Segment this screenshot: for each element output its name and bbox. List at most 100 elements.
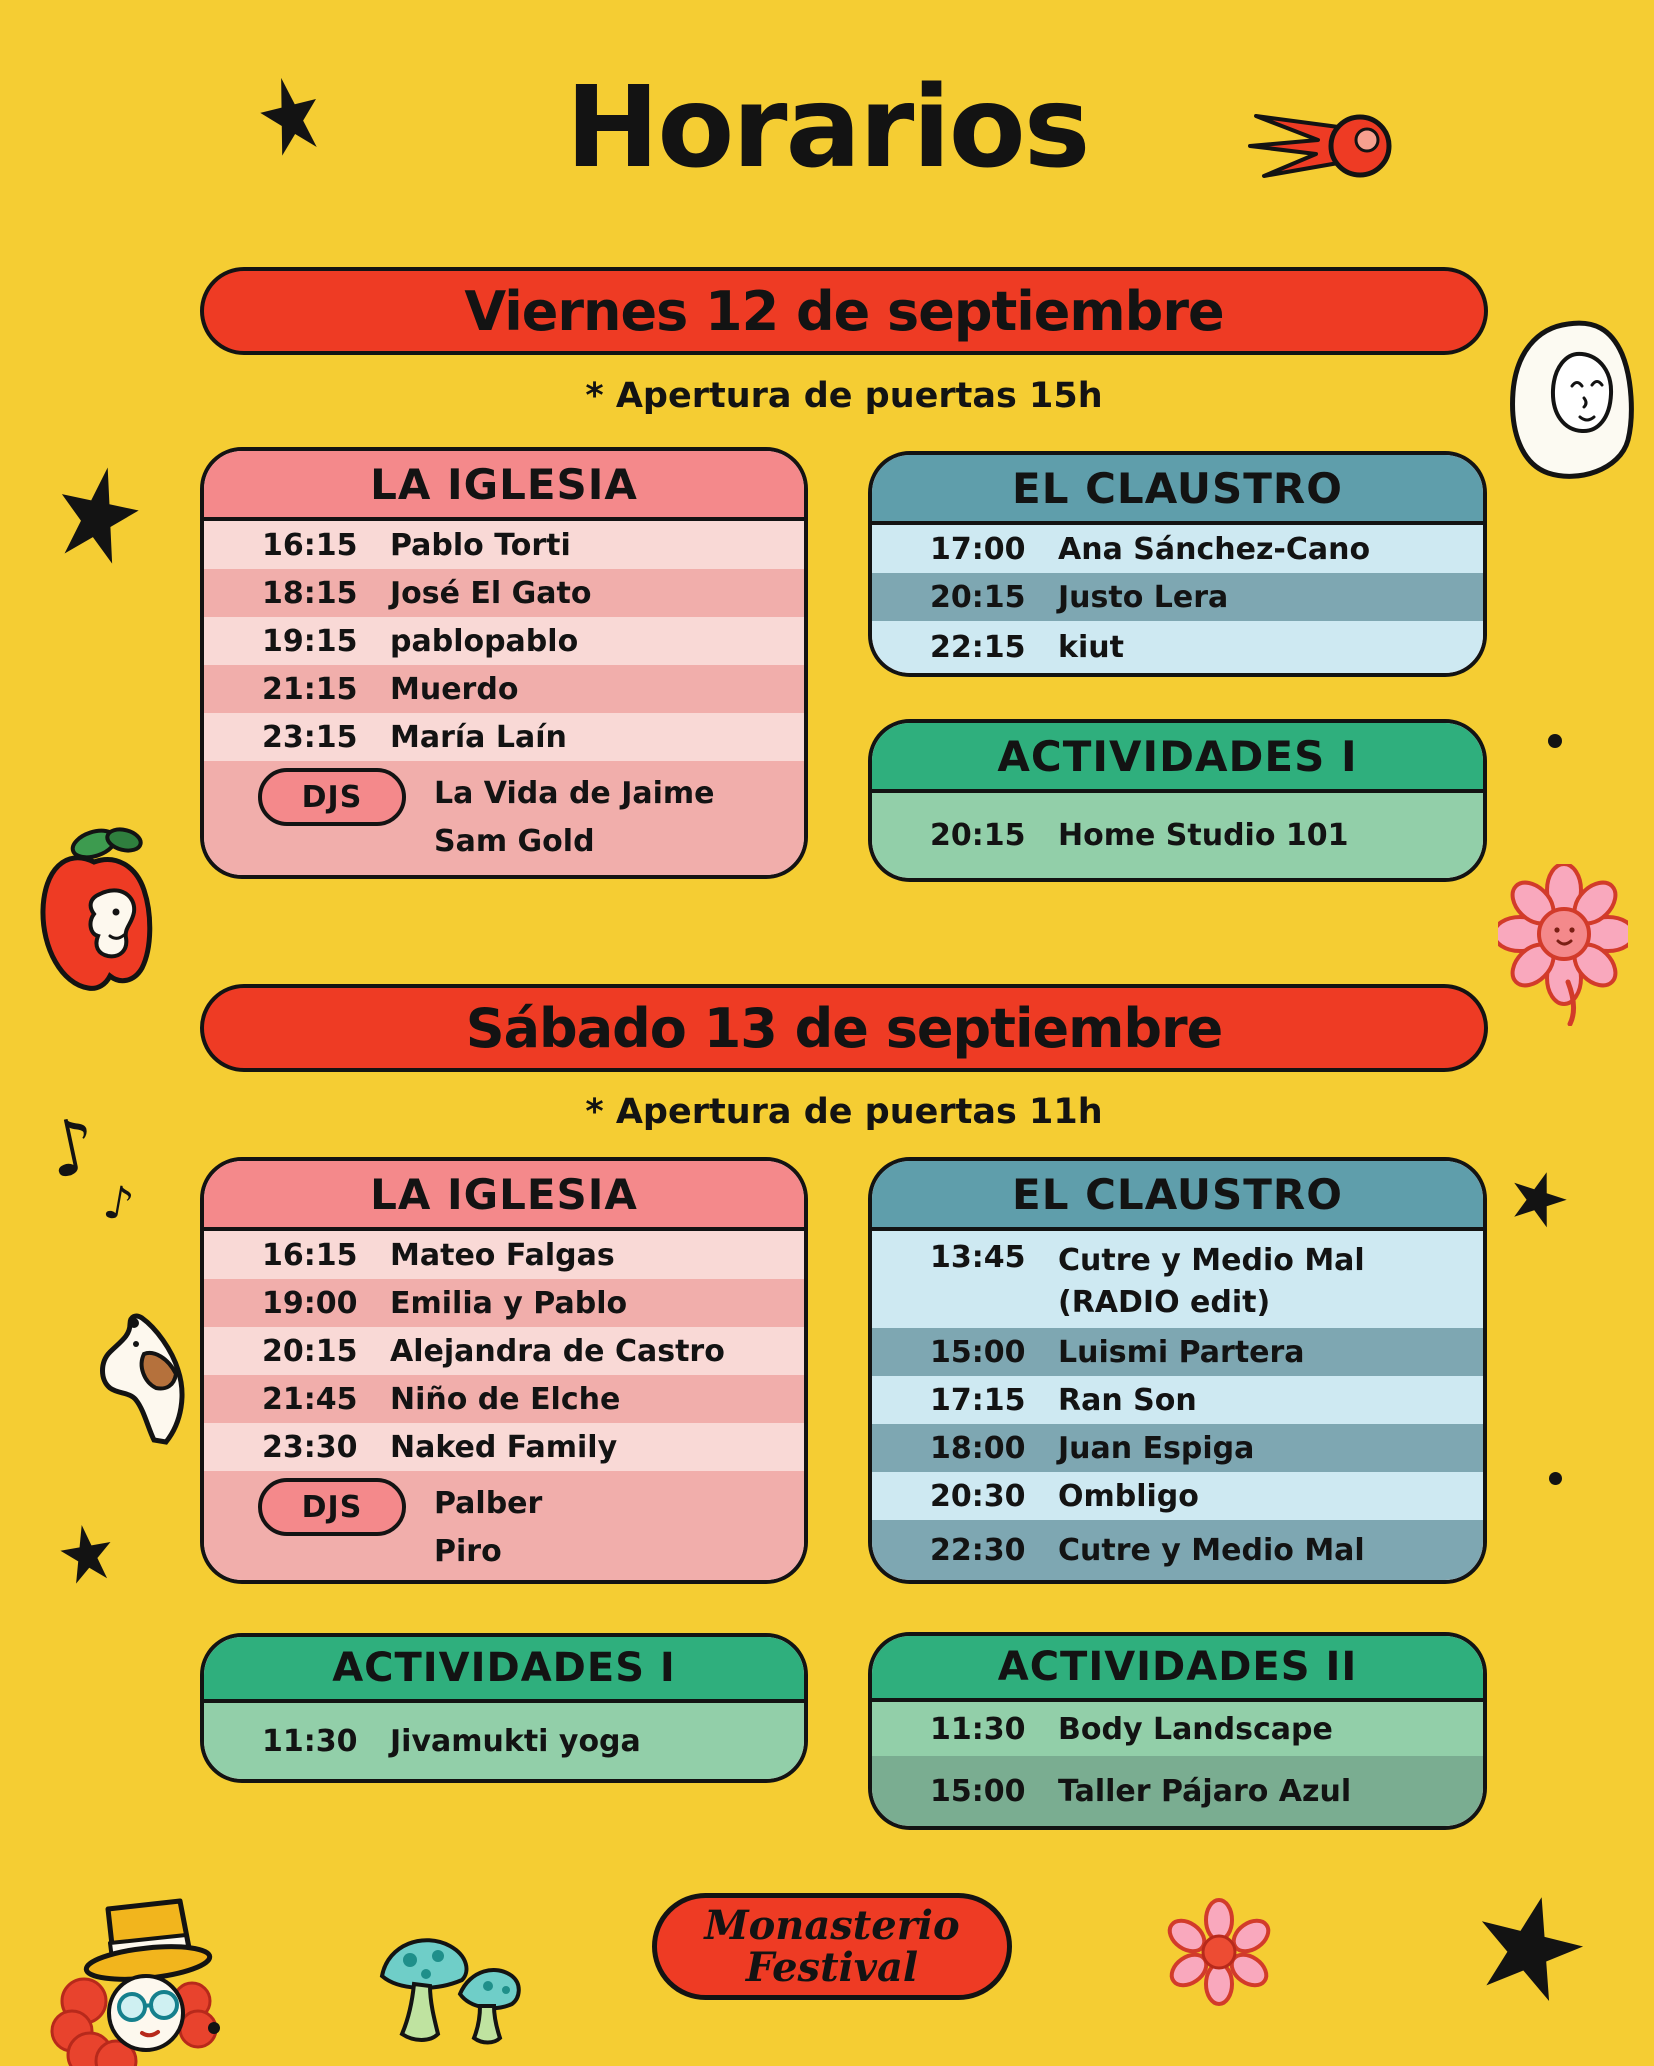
artist-name: Cutre y Medio Mal (RADIO edit) — [1058, 1240, 1365, 1324]
time-label: 17:00 — [930, 531, 1026, 567]
schedule-row: 11:30 Body Landscape — [872, 1702, 1483, 1756]
time-label: 23:30 — [262, 1429, 358, 1465]
small-star-icon: ★ — [49, 1505, 125, 1605]
djs-badge: DJS — [258, 1478, 406, 1536]
apple-face-icon — [36, 818, 156, 1002]
activity-name: Home Studio 101 — [1058, 818, 1349, 853]
artist-name: Justo Lera — [1058, 579, 1229, 615]
time-label: 11:30 — [262, 1723, 358, 1759]
venue-card-actividades-1-saturday: ACTIVIDADES I 11:30 Jivamukti yoga — [200, 1633, 808, 1783]
time-label: 20:30 — [930, 1478, 1026, 1514]
schedule-row: 17:15 Ran Son — [872, 1376, 1483, 1424]
schedule-rows: 16:15 Pablo Torti 18:15 José El Gato 19:… — [204, 521, 804, 875]
venue-name: ACTIVIDADES I — [997, 731, 1358, 781]
schedule-row: 20:15 Justo Lera — [872, 573, 1483, 621]
schedule-rows: 17:00 Ana Sánchez-Cano 20:15 Justo Lera … — [872, 525, 1483, 673]
schedule-row: 18:00 Juan Espiga — [872, 1424, 1483, 1472]
schedule-row: 16:15 Mateo Falgas — [204, 1231, 804, 1279]
activity-name: Body Landscape — [1058, 1711, 1333, 1747]
artist-name: Sam Gold — [434, 824, 595, 859]
artist-name: María Laín — [390, 719, 567, 755]
schedule-row: 17:00 Ana Sánchez-Cano — [872, 525, 1483, 573]
artist-name: Ran Son — [1058, 1382, 1197, 1418]
schedule-rows: 11:30 Body Landscape 15:00 Taller Pájaro… — [872, 1702, 1483, 1826]
time-label: 11:30 — [930, 1711, 1026, 1747]
time-label: 17:15 — [930, 1382, 1026, 1418]
mushrooms-icon — [368, 1918, 526, 2052]
dot-icon — [208, 2022, 220, 2034]
dog-icon — [92, 1310, 200, 1452]
artist-name: Cutre y Medio Mal — [1058, 1532, 1365, 1568]
artist-name: La Vida de Jaime — [434, 776, 715, 811]
artist-name: Emilia y Pablo — [390, 1285, 628, 1321]
schedule-rows: 20:15 Home Studio 101 — [872, 793, 1483, 878]
artist-name: kiut — [1058, 629, 1124, 665]
time-label: 15:00 — [930, 1773, 1026, 1809]
schedule-row: 21:45 Niño de Elche — [204, 1375, 804, 1423]
day-banner-saturday: Sábado 13 de septiembre — [200, 984, 1488, 1072]
time-label: 19:00 — [262, 1285, 358, 1321]
venue-card-actividades-2-saturday: ACTIVIDADES II 11:30 Body Landscape 15:0… — [868, 1632, 1487, 1830]
black-star-icon: ★ — [37, 433, 158, 598]
venue-name: EL CLAUSTRO — [1012, 463, 1343, 513]
schedule-row: 16:15 Pablo Torti — [204, 521, 804, 569]
activity-name: Taller Pájaro Azul — [1058, 1773, 1352, 1809]
festival-logo-line2: Festival — [745, 1943, 919, 1991]
artist-name: Mateo Falgas — [390, 1237, 615, 1273]
time-label: 18:00 — [930, 1430, 1026, 1466]
venue-header: LA IGLESIA — [204, 1161, 804, 1231]
schedule-row: 20:30 Ombligo — [872, 1472, 1483, 1520]
venue-name: EL CLAUSTRO — [1012, 1169, 1343, 1219]
comet-icon — [1246, 104, 1398, 194]
doors-note-friday: * Apertura de puertas 15h — [585, 376, 1103, 416]
djs-badge: DJS — [258, 768, 406, 826]
schedule-row: 15:00 Taller Pájaro Azul — [872, 1756, 1483, 1826]
djs-row: DJS Palber Piro — [204, 1471, 804, 1580]
venue-header: LA IGLESIA — [204, 451, 804, 521]
venue-card-el-claustro-saturday: EL CLAUSTRO 13:45 Cutre y Medio Mal (RAD… — [868, 1157, 1487, 1584]
artist-name: Pablo Torti — [390, 527, 571, 563]
day-banner-friday: Viernes 12 de septiembre — [200, 267, 1488, 355]
time-label: 22:15 — [930, 629, 1026, 665]
character-hat-icon — [46, 1893, 224, 2066]
schedule-row: 11:30 Jivamukti yoga — [204, 1703, 804, 1779]
nun-face-icon — [1502, 316, 1640, 488]
djs-artists: Palber Piro — [434, 1480, 542, 1576]
artist-name: Alejandra de Castro — [390, 1333, 725, 1369]
small-star-icon: ★ — [1494, 1148, 1582, 1248]
artist-name: José El Gato — [390, 575, 592, 611]
venue-name: LA IGLESIA — [370, 1169, 638, 1219]
artist-name: Niño de Elche — [390, 1381, 621, 1417]
venue-name: ACTIVIDADES I — [332, 1645, 676, 1691]
time-label: 16:15 — [262, 1237, 358, 1273]
venue-name: ACTIVIDADES II — [997, 1644, 1358, 1690]
schedule-row: 22:30 Cutre y Medio Mal — [872, 1520, 1483, 1580]
schedule-row: 20:15 Alejandra de Castro — [204, 1327, 804, 1375]
activity-name: Jivamukti yoga — [390, 1723, 641, 1759]
schedule-row: 19:00 Emilia y Pablo — [204, 1279, 804, 1327]
schedule-row: 23:15 María Laín — [204, 713, 804, 761]
doors-note-saturday: * Apertura de puertas 11h — [585, 1092, 1103, 1132]
dot-icon — [1548, 734, 1562, 748]
dot-icon — [1549, 1472, 1562, 1485]
music-notes-icon: ♪ — [39, 1098, 106, 1197]
festival-logo-line1: Monasterio — [704, 1901, 960, 1949]
venue-card-el-claustro-friday: EL CLAUSTRO 17:00 Ana Sánchez-Cano 20:15… — [868, 451, 1487, 677]
schedule-rows: 13:45 Cutre y Medio Mal (RADIO edit) 15:… — [872, 1231, 1483, 1580]
venue-card-la-iglesia-saturday: LA IGLESIA 16:15 Mateo Falgas 19:00 Emil… — [200, 1157, 808, 1584]
venue-header: ACTIVIDADES I — [204, 1637, 804, 1703]
flower-face-icon — [1492, 862, 1636, 1030]
time-label: 20:15 — [262, 1333, 358, 1369]
time-label: 23:15 — [262, 719, 358, 755]
venue-name: LA IGLESIA — [370, 459, 638, 509]
artist-name: Juan Espiga — [1058, 1430, 1255, 1466]
artist-name: Luismi Partera — [1058, 1334, 1305, 1370]
time-label: 20:15 — [930, 818, 1026, 853]
schedule-rows: 11:30 Jivamukti yoga — [204, 1703, 804, 1779]
day-banner-label: Sábado 13 de septiembre — [465, 996, 1224, 1060]
venue-header: EL CLAUSTRO — [872, 455, 1483, 525]
time-label: 21:15 — [262, 671, 358, 707]
artist-name: Naked Family — [390, 1429, 618, 1465]
artist-name: Ombligo — [1058, 1478, 1199, 1514]
venue-card-actividades-1-friday: ACTIVIDADES I 20:15 Home Studio 101 — [868, 719, 1487, 882]
